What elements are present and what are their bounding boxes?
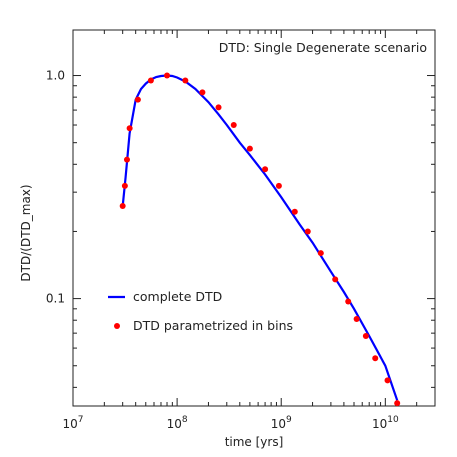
data-point — [304, 228, 311, 235]
x-tick-label: 107 — [62, 415, 83, 431]
legend-dot-swatch — [114, 323, 120, 329]
data-point — [372, 355, 379, 362]
axis-ticks — [72, 30, 436, 406]
legend-label-dtd-bins: DTD parametrized in bins — [133, 318, 293, 333]
x-tick-label: 108 — [167, 415, 188, 431]
y-axis-title: DTD/(DTD_max) — [19, 184, 33, 281]
data-point — [126, 125, 133, 132]
data-point — [291, 208, 298, 215]
data-point — [119, 203, 126, 210]
data-point — [199, 89, 206, 96]
y-tick-label: 1.0 — [46, 69, 65, 83]
data-point — [230, 122, 237, 129]
data-point — [262, 166, 269, 173]
chart-title: DTD: Single Degenerate scenario — [219, 40, 427, 55]
data-point — [147, 77, 154, 84]
data-point — [275, 182, 282, 189]
plot-frame — [72, 29, 436, 407]
data-point — [121, 182, 128, 189]
data-point — [362, 332, 369, 339]
data-point — [384, 377, 391, 384]
data-point — [123, 156, 130, 163]
series-points-dtd-bins — [119, 72, 401, 407]
y-tick-label: 0.1 — [46, 292, 65, 306]
data-point — [345, 298, 352, 305]
data-point — [246, 145, 253, 152]
data-point — [164, 72, 171, 79]
data-point — [215, 104, 222, 111]
data-point — [182, 77, 189, 84]
series-line-complete-dtd — [121, 74, 399, 401]
axis-tick-labels: 107 108 109 1010 0.1 1.0 — [46, 69, 399, 431]
x-tick-label: 1010 — [372, 415, 399, 431]
data-point — [317, 250, 324, 257]
data-point — [353, 316, 360, 323]
x-axis-title: time [yrs] — [225, 435, 284, 449]
legend-label-complete-dtd: complete DTD — [133, 289, 222, 304]
data-point — [332, 276, 339, 283]
x-tick-label: 109 — [271, 415, 292, 431]
data-point — [134, 96, 141, 103]
legend: complete DTD DTD parametrized in bins — [108, 289, 293, 333]
data-point — [394, 400, 401, 407]
